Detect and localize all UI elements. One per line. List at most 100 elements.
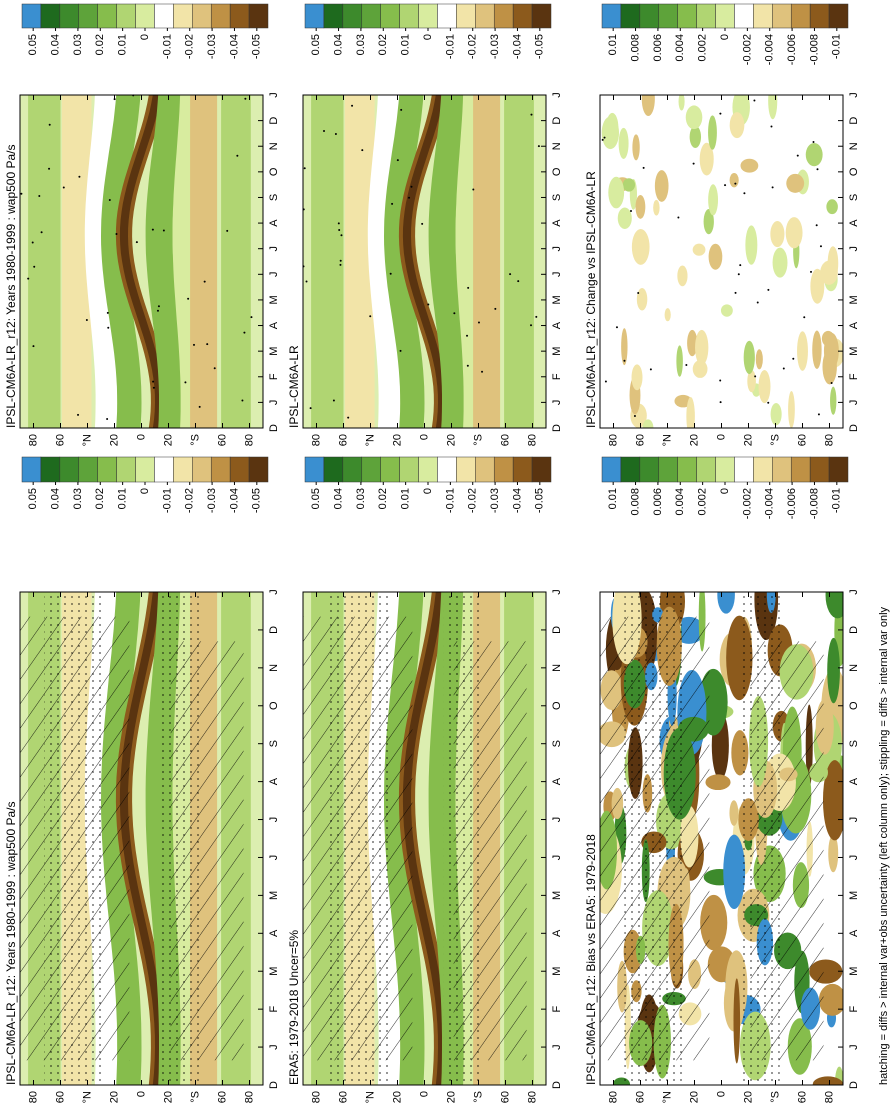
lat-tick-label: 20 (162, 1091, 174, 1103)
month-label: O (551, 701, 563, 710)
lat-tick-label: 20 (108, 1091, 120, 1103)
month-label: D (551, 1081, 563, 1089)
colorbar-box (456, 456, 476, 483)
colorbar-label: -0.01 (831, 34, 843, 59)
lat-tick-label: 80 (526, 434, 538, 446)
stippling (327, 592, 389, 1085)
stippling (719, 112, 722, 115)
month-label: J (268, 817, 280, 823)
contour-fill (788, 390, 795, 428)
month-label: J (551, 400, 563, 406)
colorbar-box (40, 456, 61, 483)
lat-tick-label: 80 (243, 1091, 255, 1103)
stippling (338, 228, 341, 231)
colorbar-box (715, 456, 735, 483)
contour-fill (28, 95, 61, 428)
contour-fill (755, 349, 763, 370)
lat-tick-label: 0 (135, 1091, 147, 1097)
panel (302, 94, 547, 429)
contour-fill (61, 95, 92, 428)
contour-fill (723, 834, 746, 910)
colorbar-box (210, 456, 231, 483)
stippling (812, 140, 815, 143)
month-label: D (551, 626, 563, 634)
colorbar-label: -0.006 (786, 488, 798, 519)
month-label: J (848, 272, 860, 278)
colorbar-label: -0.006 (786, 34, 798, 65)
month-label: J (551, 817, 563, 823)
stippling (340, 234, 343, 237)
stippling (466, 364, 469, 367)
month-label: O (848, 701, 860, 710)
stippling (633, 415, 636, 418)
colorbar-box (229, 3, 250, 29)
colorbar-label: 0.01 (607, 34, 619, 55)
stippling (816, 168, 819, 171)
stippling (244, 97, 247, 100)
stippling (719, 401, 722, 404)
contour-fill (699, 142, 714, 176)
stippling (815, 224, 818, 227)
stippling (184, 381, 187, 384)
stippling (517, 280, 520, 283)
contour-fill (642, 419, 654, 428)
month-label: N (268, 142, 280, 150)
lat-tick-label: 0 (715, 434, 727, 440)
lat-tick-label: 60 (337, 434, 349, 446)
lat-tick-label: °S (189, 1091, 201, 1103)
colorbar-label: -0.02 (467, 34, 479, 59)
colorbar-box (248, 456, 269, 483)
month-label: D (268, 626, 280, 634)
colorbar-box (399, 456, 419, 483)
contour-fill (635, 195, 646, 219)
colorbar-box (97, 456, 117, 483)
lat-tick-label: 60 (216, 1091, 228, 1103)
contour-fill (622, 178, 636, 192)
contour-fill (733, 978, 741, 1064)
colorbar-label: -0.004 (764, 488, 776, 519)
stippling (530, 324, 533, 327)
contour-fill (119, 95, 164, 428)
month-label: F (848, 1006, 860, 1013)
stippling (332, 399, 335, 402)
month-label: D (551, 117, 563, 125)
stippling (236, 154, 239, 157)
stippling (796, 154, 799, 157)
contour-fill (812, 1076, 843, 1085)
contour-fill (677, 265, 688, 287)
month-label: J (268, 589, 280, 595)
month-label: J (551, 1044, 563, 1050)
month-label: S (551, 194, 563, 201)
contour-fill (827, 637, 840, 704)
colorbar-box (248, 3, 269, 29)
month-label: M (848, 891, 860, 900)
colorbar-box (658, 456, 678, 483)
stippling (62, 186, 65, 189)
stippling (624, 592, 686, 1085)
contour-fill (608, 176, 625, 209)
month-label: J (551, 272, 563, 278)
colorbar-label: -0.05 (251, 488, 263, 513)
colorbar-box (677, 456, 697, 483)
colorbar-label: -0.03 (489, 34, 501, 59)
colorbar-box (342, 456, 363, 483)
month-label: S (551, 740, 563, 747)
stippling (734, 182, 737, 185)
lat-tick-label: 80 (526, 1091, 538, 1103)
contour-fill (631, 364, 643, 391)
contour-fill (344, 95, 375, 428)
month-label: S (268, 194, 280, 201)
contour-fill (636, 288, 648, 311)
colorbar-label: -0.03 (489, 488, 501, 513)
colorbar-box (790, 456, 811, 483)
stippling (427, 303, 430, 306)
contour-fill (311, 95, 344, 428)
stippling (48, 167, 51, 170)
stippling (771, 186, 774, 189)
stippling (339, 259, 342, 262)
stippling (347, 416, 350, 419)
stippling (361, 149, 364, 152)
month-label: J (551, 855, 563, 861)
colorbar-label: -0.04 (511, 488, 523, 513)
month-label: D (551, 424, 563, 432)
